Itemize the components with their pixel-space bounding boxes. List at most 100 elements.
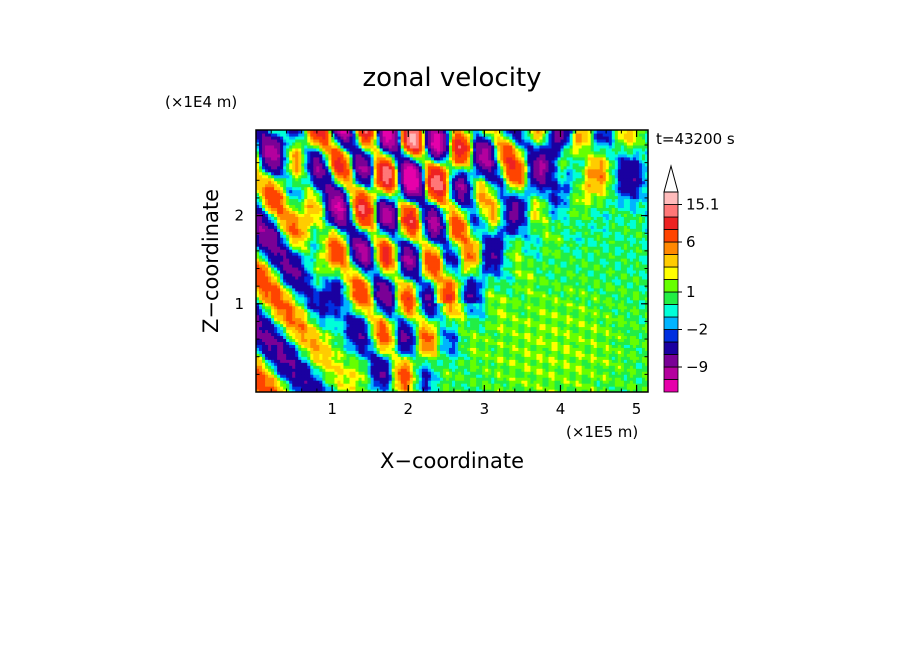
heatmap-cell	[367, 284, 372, 289]
heatmap-cell	[424, 290, 429, 295]
heatmap-cell	[506, 320, 510, 325]
heatmap-cell	[448, 302, 453, 307]
heatmap-cell	[632, 371, 637, 375]
heatmap-cell	[611, 290, 616, 295]
heatmap-cell	[485, 302, 489, 307]
heatmap-cell	[400, 386, 405, 390]
heatmap-cell	[497, 362, 501, 366]
heatmap-cell	[557, 389, 562, 392]
heatmap-cell	[620, 305, 625, 310]
heatmap-cell	[533, 344, 538, 348]
heatmap-cell	[406, 311, 411, 316]
heatmap-cell	[358, 326, 363, 331]
heatmap-cell	[271, 368, 275, 372]
heatmap-cell	[479, 326, 483, 331]
heatmap-cell	[361, 281, 366, 286]
heatmap-cell	[367, 359, 372, 363]
heatmap-cell	[352, 308, 357, 313]
heatmap-cell	[298, 356, 302, 360]
heatmap-cell	[406, 344, 411, 348]
heatmap-cell	[587, 341, 592, 345]
heatmap-cell	[617, 308, 622, 313]
heatmap-cell	[346, 350, 351, 354]
heatmap-cell	[614, 377, 619, 381]
heatmap-cell	[593, 317, 598, 322]
heatmap-cell	[506, 329, 510, 334]
heatmap-cell	[376, 317, 381, 322]
heatmap-cell	[445, 326, 450, 331]
heatmap-cell	[632, 308, 637, 313]
heatmap-cell	[382, 377, 387, 381]
heatmap-cell	[316, 380, 320, 384]
heatmap-cell	[461, 359, 465, 363]
heatmap-cell	[497, 311, 501, 316]
heatmap-cell	[388, 287, 393, 292]
heatmap-cell	[452, 356, 456, 360]
heatmap-cell	[352, 290, 357, 295]
heatmap-cell	[313, 332, 317, 337]
heatmap-cell	[458, 356, 462, 360]
heatmap-cell	[575, 323, 580, 328]
heatmap-cell	[590, 371, 595, 375]
heatmap-cell	[337, 281, 342, 286]
heatmap-cell	[265, 326, 269, 331]
heatmap-cell	[623, 302, 628, 307]
heatmap-cell	[536, 365, 541, 369]
heatmap-cell	[527, 383, 531, 387]
heatmap-cell	[593, 320, 598, 325]
heatmap-cell	[644, 386, 648, 390]
heatmap-cell	[358, 278, 363, 283]
heatmap-cell	[262, 356, 266, 360]
heatmap-cell	[421, 281, 426, 286]
heatmap-cell	[277, 314, 281, 319]
heatmap-cell	[325, 377, 329, 381]
heatmap-cell	[602, 344, 607, 348]
heatmap-cell	[346, 353, 351, 357]
heatmap-cell	[391, 296, 396, 301]
heatmap-cell	[506, 296, 510, 301]
heatmap-cell	[328, 347, 332, 351]
heatmap-cell	[536, 362, 541, 366]
heatmap-cell	[394, 386, 399, 390]
heatmap-cell	[611, 296, 616, 301]
heatmap-cell	[406, 380, 411, 384]
heatmap-cell	[370, 353, 375, 357]
heatmap-cell	[292, 320, 296, 325]
heatmap-cell	[283, 290, 287, 295]
heatmap-cell	[352, 365, 357, 369]
heatmap-cell	[325, 335, 329, 340]
heatmap-cell	[581, 284, 586, 289]
heatmap-cell	[545, 284, 550, 289]
heatmap-cell	[494, 311, 498, 316]
heatmap-cell	[500, 368, 504, 372]
heatmap-cell	[563, 353, 568, 357]
heatmap-cell	[575, 296, 580, 301]
heatmap-cell	[406, 299, 411, 304]
heatmap-cell	[524, 317, 528, 322]
heatmap-cell	[452, 308, 456, 313]
heatmap-cell	[506, 389, 510, 392]
heatmap-cell	[569, 380, 574, 384]
heatmap-cell	[626, 389, 631, 392]
heatmap-cell	[427, 311, 432, 316]
heatmap-cell	[370, 296, 375, 301]
heatmap-cell	[259, 323, 263, 328]
heatmap-cell	[376, 347, 381, 351]
heatmap-cell	[307, 377, 311, 381]
heatmap-cell	[403, 302, 408, 307]
heatmap-cell	[602, 335, 607, 340]
heatmap-cell	[442, 353, 447, 357]
heatmap-cell	[557, 380, 562, 384]
heatmap-cell	[391, 368, 396, 372]
heatmap-cell	[316, 386, 320, 390]
heatmap-cell	[575, 341, 580, 345]
heatmap-cell	[364, 305, 369, 310]
heatmap-cell	[470, 353, 474, 357]
heatmap-cell	[331, 320, 335, 325]
heatmap-cell	[455, 296, 459, 301]
heatmap-cell	[566, 341, 571, 345]
heatmap-cell	[470, 302, 474, 307]
heatmap-cell	[310, 299, 314, 304]
heatmap-cell	[491, 293, 495, 298]
heatmap-cell	[620, 326, 625, 331]
